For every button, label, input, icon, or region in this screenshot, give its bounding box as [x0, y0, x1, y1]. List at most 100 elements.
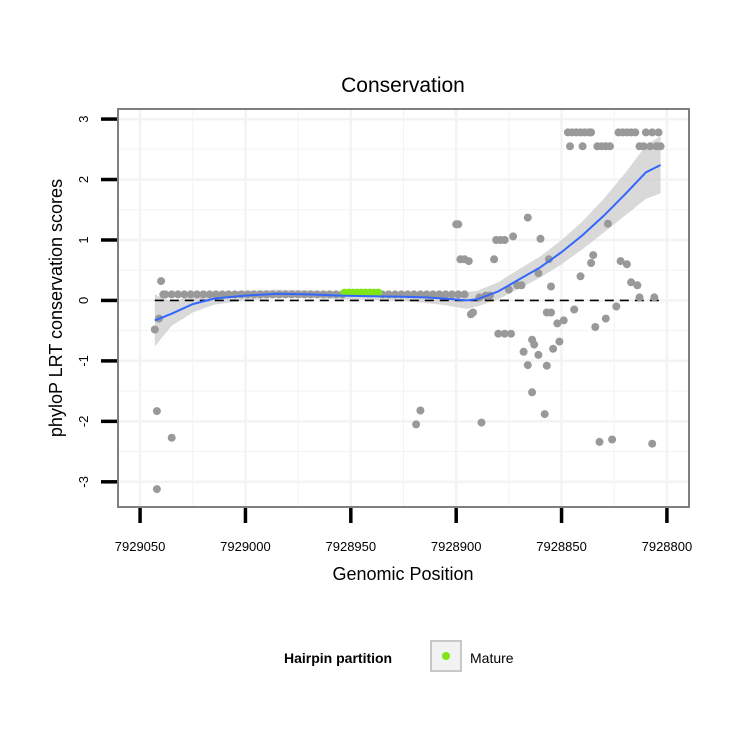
data-point-hairpin [199, 290, 208, 299]
data-point-hairpin [523, 213, 532, 222]
data-point-hairpin [576, 272, 585, 281]
plot-panel-border [117, 108, 690, 508]
data-point-hairpin [500, 329, 509, 338]
data-point-hairpin [416, 406, 425, 415]
data-point-hairpin [509, 232, 518, 241]
data-point-hairpin [542, 361, 551, 370]
legend: Hairpin partition Mature [284, 640, 514, 672]
data-point-hairpin [534, 350, 543, 359]
y-tick-label: 3 [76, 115, 91, 122]
data-point-hairpin [547, 282, 555, 291]
data-point-hairpin [633, 281, 642, 290]
data-point-hairpin [654, 128, 663, 137]
y-axis-ticks: -3 -2 -1 0 1 2 3 [76, 115, 117, 488]
data-point-hairpin [167, 433, 176, 442]
y-tick-label: 2 [76, 176, 91, 183]
data-point-hairpin [648, 128, 657, 137]
data-point-hairpin [641, 128, 650, 137]
data-points-layer [150, 128, 665, 494]
data-point-hairpin [464, 257, 473, 266]
data-point-hairpin [646, 142, 655, 151]
data-point-hairpin [544, 255, 553, 264]
y-tick-label: 1 [76, 236, 91, 243]
x-tick-label: 7928800 [642, 539, 693, 554]
data-point-hairpin [555, 337, 564, 346]
data-point-hairpin [595, 437, 604, 446]
data-point-hairpin [639, 142, 648, 151]
legend-title: Hairpin partition [284, 650, 392, 666]
y-axis-title: phyloP LRT conservation scores [46, 179, 66, 437]
data-point-hairpin [612, 302, 621, 311]
data-point-hairpin [627, 278, 636, 287]
data-point-hairpin [422, 290, 431, 299]
data-point-hairpin [161, 290, 170, 299]
data-point-hairpin [174, 290, 182, 299]
data-point-hairpin [500, 236, 509, 244]
data-point-hairpin [566, 142, 574, 151]
data-point-hairpin [559, 316, 568, 325]
data-point-hairpin [152, 485, 161, 494]
data-point-hairpin [631, 128, 640, 137]
data-point-hairpin [606, 142, 614, 151]
data-point-hairpin [534, 269, 543, 278]
data-point-hairpin [549, 344, 558, 353]
data-point-hairpin [180, 290, 189, 299]
data-point-hairpin [519, 347, 528, 356]
data-point-hairpin [635, 293, 644, 302]
data-point-hairpin [591, 323, 600, 331]
data-point-hairpin [152, 407, 161, 416]
data-point-hairpin [211, 290, 220, 299]
data-point-hairpin [167, 290, 176, 299]
x-tick-label: 7929050 [115, 539, 166, 554]
data-point-hairpin [601, 314, 610, 323]
x-axis-ticks: 7929050 7929000 7928950 7928900 7928850 79288… [115, 508, 692, 554]
chart-title: Conservation [341, 74, 465, 97]
data-point-hairpin [622, 260, 631, 269]
data-point-hairpin [507, 329, 515, 338]
data-point-hairpin [587, 259, 596, 267]
y-tick-label: -2 [76, 416, 91, 428]
data-point-hairpin [460, 290, 469, 299]
data-point-hairpin [528, 388, 537, 397]
data-point-hairpin [441, 290, 450, 299]
data-point-hairpin [454, 220, 463, 229]
data-point-hairpin [448, 290, 456, 299]
data-point-hairpin [150, 325, 159, 334]
smooth-trend-line [154, 164, 662, 322]
x-tick-label: 7928900 [431, 539, 482, 554]
data-point-hairpin [412, 420, 421, 429]
smooth-line-layer [154, 164, 662, 322]
y-tick-label: -3 [76, 476, 91, 488]
data-point-hairpin [553, 319, 562, 328]
data-point-hairpin [530, 340, 539, 349]
data-point-hairpin [540, 410, 549, 419]
data-point-hairpin [616, 257, 625, 266]
data-point-hairpin [650, 293, 659, 302]
x-tick-label: 7928850 [536, 539, 587, 554]
data-point-hairpin [454, 290, 463, 299]
data-point-hairpin [490, 255, 499, 264]
data-point-hairpin [608, 435, 617, 444]
data-point-hairpin [218, 290, 227, 299]
data-point-hairpin [648, 439, 657, 448]
data-point-hairpin [429, 290, 437, 299]
legend-key-mature-dot [442, 652, 450, 660]
data-point-hairpin [587, 128, 596, 137]
legend-label-mature: Mature [470, 650, 514, 666]
data-point-mature [374, 288, 383, 297]
y-tick-label: 0 [76, 297, 91, 304]
data-point-hairpin [547, 308, 555, 317]
data-point-hairpin [603, 219, 612, 228]
data-point-hairpin [186, 290, 195, 299]
y-tick-label: -1 [76, 355, 91, 367]
data-point-hairpin [157, 277, 166, 286]
data-point-hairpin [477, 418, 486, 427]
data-point-hairpin [656, 142, 665, 151]
x-tick-label: 7928950 [326, 539, 377, 554]
data-point-hairpin [570, 305, 579, 314]
data-point-hairpin [578, 142, 587, 151]
data-point-hairpin [193, 290, 201, 299]
data-point-hairpin [517, 281, 526, 290]
data-point-hairpin [523, 361, 532, 370]
